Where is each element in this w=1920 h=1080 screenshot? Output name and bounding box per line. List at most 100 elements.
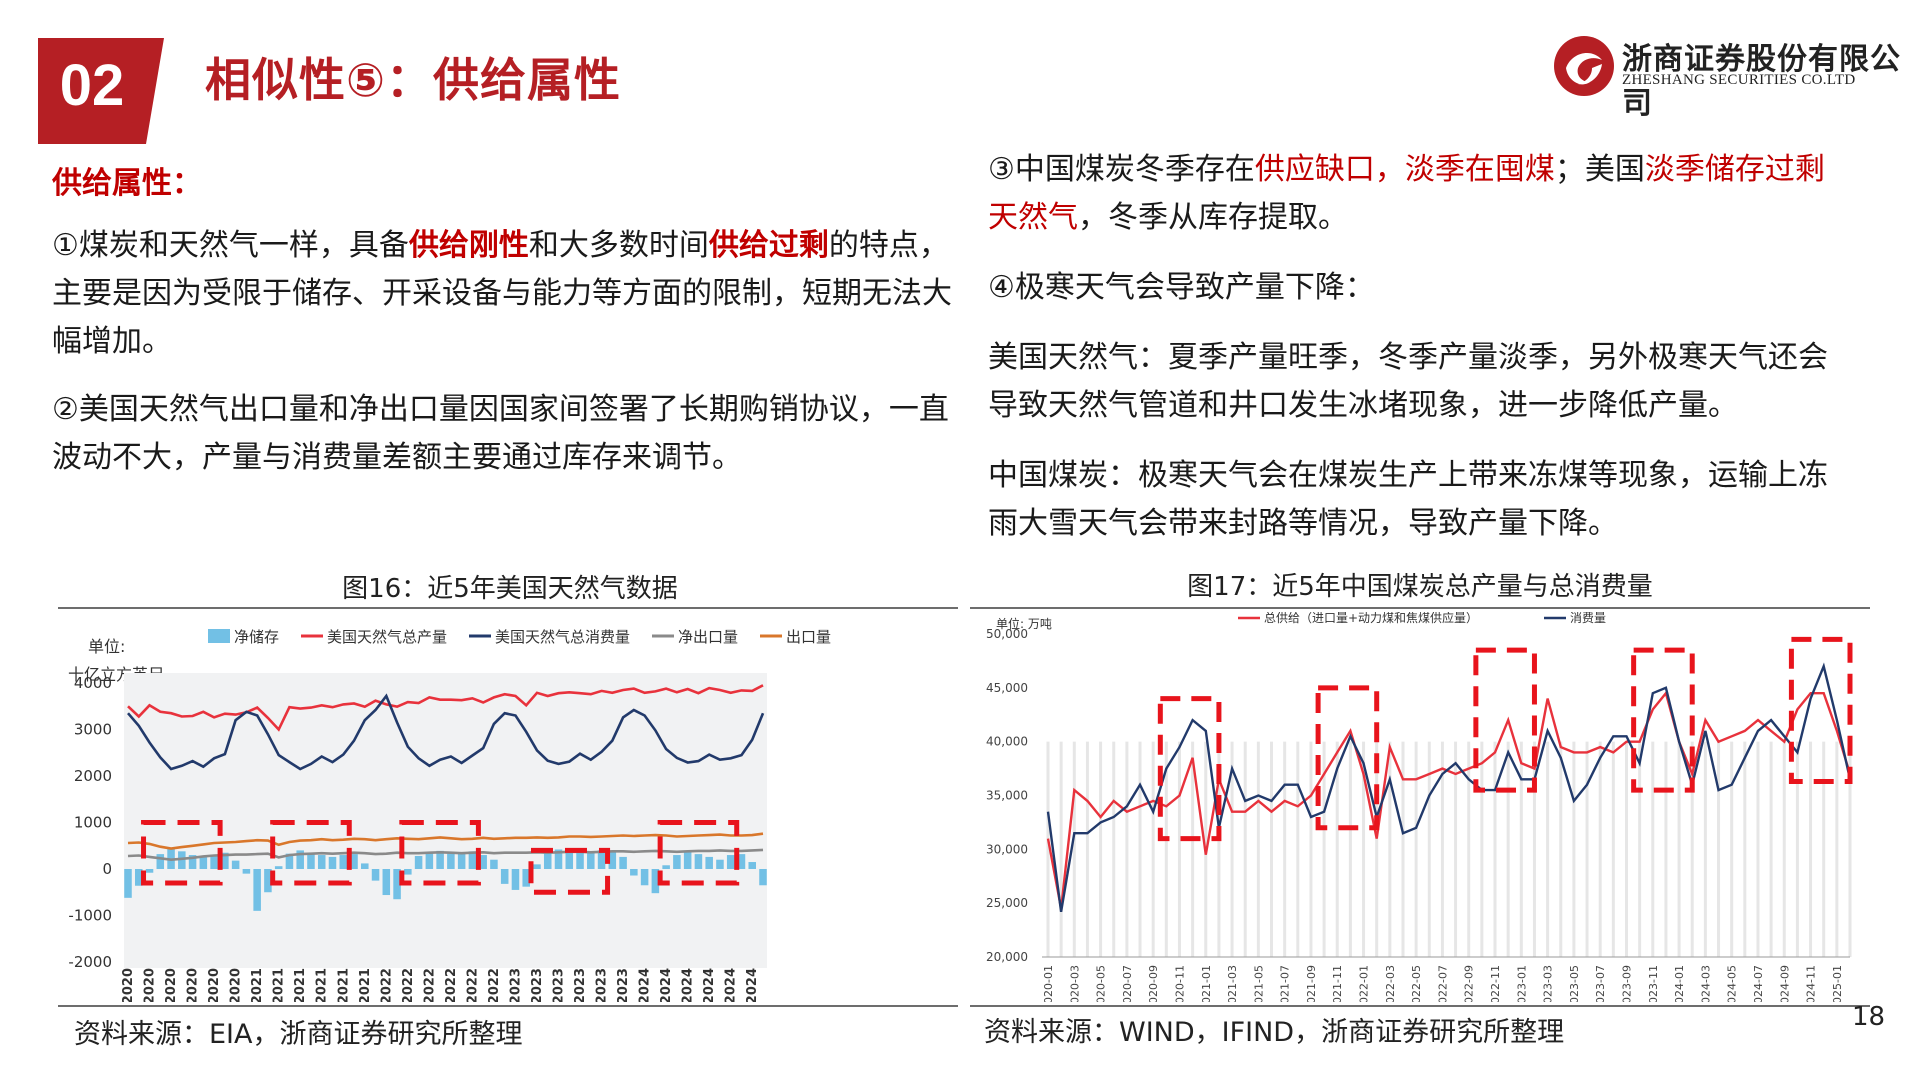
fig16-bottom-rule [58, 1005, 958, 1007]
net-storage-bar [565, 849, 574, 869]
net-storage-bar [253, 869, 261, 911]
p1-text-c: 和大多数时间 [528, 228, 709, 263]
consumption-line [127, 693, 765, 771]
net-storage-bar [350, 854, 358, 869]
x-tick-label: 2021-11 [1331, 965, 1344, 1002]
net-storage-bar [726, 855, 735, 869]
p3-text-e: ，冬季从库存提取。 [1078, 200, 1348, 235]
x-tick-label: 2021-07 [1279, 965, 1292, 1002]
net-storage-bar [178, 851, 186, 869]
net-storage-bar [662, 865, 670, 869]
highlight-box [399, 820, 481, 886]
net-storage-bar [296, 850, 304, 869]
net-storage-bar [468, 851, 477, 869]
net-storage-bar [500, 869, 509, 884]
x-tick-label: 2022-09 [1463, 965, 1476, 1002]
y-tick-label: 4000 [74, 674, 112, 692]
x-tick-label: 2024-01 [1673, 965, 1686, 1002]
net-storage-bar [307, 852, 315, 869]
us-natgas-chart: 单位: 十亿立方英尺 净储存 美国天然气总产量 美国天然气总消费量 净出口量 出口量 4… [58, 612, 958, 1002]
net-storage-bar [221, 852, 229, 869]
x-tick-label: Nov-2023 [616, 968, 631, 1002]
x-tick-label: Jan-2022 [379, 968, 394, 1002]
x-tick-label: Sep-2020 [207, 968, 222, 1002]
net-storage-bar [597, 850, 606, 869]
x-tick-label: Jan-2021 [250, 968, 265, 1002]
net-storage-bar [543, 852, 552, 869]
net-storage-bar [759, 869, 767, 886]
paragraph-3: ③中国煤炭冬季存在供应缺口，淡季在囤煤；美国淡季储存过剩天然气，冬季从库存提取。 [988, 146, 1848, 242]
net-storage-bar [522, 869, 530, 887]
x-tick-label: 2022-11 [1489, 965, 1502, 1002]
x-tick-label: 2023-11 [1647, 965, 1660, 1002]
net-storage-bar [705, 856, 713, 869]
x-tick-label: 2021-09 [1305, 965, 1318, 1002]
net-storage-bar [371, 869, 380, 881]
p3-text-a: ③中国煤炭冬季存在 [988, 152, 1255, 187]
paragraph-6: 中国煤炭：极寒天气会在煤炭生产上带来冻煤等现象，运输上冻雨大雪天气会带来封路等情… [988, 458, 1828, 541]
p3-highlight-b: 供应缺口，淡季在囤煤 [1254, 152, 1555, 187]
fig16-top-rule [58, 607, 958, 609]
x-tick-label: Nov-2024 [745, 968, 760, 1002]
x-tick-label: Sep-2022 [465, 968, 480, 1002]
p1-highlight-d: 供给过剩 [708, 228, 829, 263]
x-tick-label: 2020-01 [1042, 965, 1055, 1002]
net-storage-bar [382, 869, 391, 896]
fig17-top-rule [970, 607, 1870, 609]
x-tick-label: 2023-03 [1542, 965, 1555, 1002]
net-storage-bar [554, 849, 563, 869]
net-storage-bar [640, 869, 649, 886]
x-tick-label: Jan-2023 [508, 968, 523, 1002]
net-export-line [127, 848, 764, 862]
company-logo-icon [1554, 36, 1614, 96]
x-tick-label: May-2022 [422, 968, 437, 1002]
highlight-box [657, 820, 740, 886]
x-tick-label: Nov-2022 [487, 968, 502, 1002]
x-tick-label: 2020-07 [1121, 965, 1134, 1002]
net-storage-bar [748, 862, 757, 869]
net-storage-bar [317, 855, 326, 869]
supply-line [1046, 690, 1852, 909]
page-number: 18 [1852, 1002, 1886, 1032]
y-tick-label: -2000 [68, 953, 112, 971]
x-tick-label: 2024-11 [1805, 965, 1818, 1002]
net-storage-bar [436, 850, 444, 869]
x-tick-label: Sep-2024 [724, 968, 739, 1002]
x-tick-label: Jul-2020 [186, 968, 201, 1002]
legend-label: 消费量 [1570, 612, 1606, 625]
net-storage-bar [479, 855, 487, 869]
x-tick-label: 2023-09 [1620, 965, 1633, 1002]
highlight-box [1473, 647, 1537, 793]
fig16-source: 资料来源：EIA，浙商证券研究所整理 [74, 1019, 523, 1050]
x-tick-label: 2020-09 [1147, 965, 1160, 1002]
paragraph-4: ④极寒天气会导致产量下降： [988, 270, 1375, 305]
x-tick-label: Mar-2020 [143, 968, 158, 1002]
p1-text-a: ①煤炭和天然气一样，具备 [52, 228, 409, 263]
x-tick-label: 2021-05 [1252, 965, 1265, 1002]
x-tick-label: 2020-03 [1068, 965, 1081, 1002]
x-tick-label: Sep-2023 [595, 968, 610, 1002]
x-tick-label: 2021-03 [1226, 965, 1239, 1002]
y-tick-label: 40,000 [986, 735, 1028, 749]
highlight-box [270, 820, 352, 886]
fig16-caption: 图16：近5年美国天然气数据 [342, 574, 678, 604]
section-badge: 02 [38, 38, 164, 144]
x-tick-label: 2024-05 [1726, 965, 1739, 1002]
legend-label: 净出口量 [678, 628, 738, 646]
export-line [127, 832, 764, 850]
x-tick-label: Mar-2021 [272, 968, 287, 1002]
net-storage-bar [694, 854, 703, 869]
x-tick-label: 2023-05 [1568, 965, 1581, 1002]
p1-highlight-b: 供给刚性 [408, 228, 529, 263]
net-storage-bar [414, 855, 423, 869]
x-tick-label: Jul-2022 [444, 968, 459, 1002]
net-storage-bar [156, 854, 165, 869]
net-storage-bar [425, 852, 434, 869]
net-storage-bar [447, 853, 455, 869]
net-storage-bar [188, 855, 197, 869]
x-tick-label: 2024-09 [1778, 965, 1791, 1002]
x-tick-label: Mar-2023 [530, 968, 545, 1002]
x-tick-label: Jul-2021 [315, 968, 330, 1002]
net-storage-bar [393, 869, 401, 900]
net-storage-bar [608, 850, 617, 869]
